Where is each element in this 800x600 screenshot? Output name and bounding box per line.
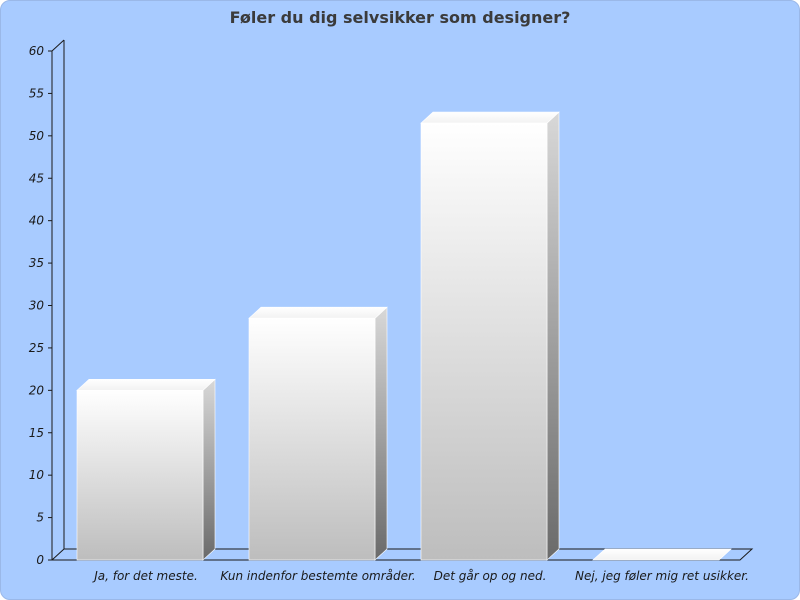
bar-side [546,111,560,561]
bar-front [420,122,548,561]
bar-top [420,111,560,124]
wall-top-edge [51,39,65,52]
y-tick-label: 45 [29,171,44,185]
x-tick-label: Ja, for det meste. [92,569,198,583]
y-tick-label: 20 [29,383,45,397]
chart-title: Føler du dig selvsikker som designer? [229,8,571,27]
y-tick-label: 10 [29,468,45,482]
bar-top [76,379,216,391]
x-tick-label: Kun indenfor bestemte områder. [220,569,415,583]
bar [420,111,560,561]
bar [592,548,732,561]
bar-top [248,306,388,319]
y-tick-label: 50 [29,129,45,143]
y-tick-label: 35 [29,256,44,270]
y-tick-label: 30 [29,299,45,313]
y-tick-label: 15 [29,426,44,440]
y-tick-label: 25 [29,341,44,355]
y-tick-label: 60 [29,44,45,58]
x-tick-label: Det går op og ned. [434,569,547,583]
bar-side [202,378,216,561]
bar-front [248,317,376,561]
bar-side [374,306,388,561]
bar-top [592,548,732,561]
y-tick-label: 40 [29,214,45,228]
x-tick-label: Nej, jeg føler mig ret usikker. [575,569,749,583]
bar-front [76,390,204,561]
y-tick-label: 5 [36,511,44,525]
y-tick-label: 55 [29,86,44,100]
y-tick-label: 0 [36,553,44,567]
bar [76,378,216,561]
bar [248,306,388,561]
